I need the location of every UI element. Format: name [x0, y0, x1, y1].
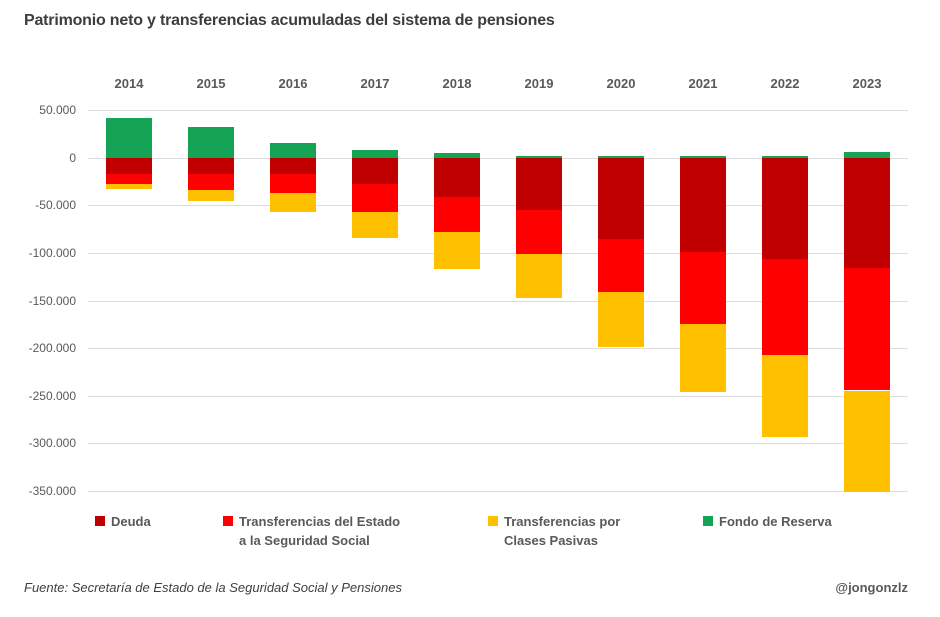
y-tick-label: -200.000	[28, 341, 76, 356]
bar-segment-deuda-2017	[352, 157, 398, 184]
bar-segment-transferencias_estado-2019	[516, 210, 562, 254]
bar-segment-fondo_reserva-2022	[762, 155, 808, 158]
plot-area	[88, 110, 908, 492]
bar-segment-clases_pasivas-2014	[106, 184, 152, 190]
legend-swatch-fondo_reserva	[703, 516, 713, 526]
bar-segment-fondo_reserva-2017	[352, 149, 398, 158]
bar-segment-fondo_reserva-2018	[434, 152, 480, 158]
bar-segment-fondo_reserva-2014	[106, 118, 152, 158]
bar-segment-fondo_reserva-2019	[516, 155, 562, 158]
bar-segment-deuda-2019	[516, 157, 562, 210]
x-tick-label-2016: 2016	[278, 76, 308, 91]
bar-segment-transferencias_estado-2014	[106, 174, 152, 185]
bar-segment-transferencias_estado-2018	[434, 196, 480, 233]
gridline	[88, 300, 908, 302]
bar-segment-fondo_reserva-2016	[270, 143, 316, 158]
bar-segment-transferencias_estado-2017	[352, 183, 398, 212]
bar-segment-clases_pasivas-2018	[434, 232, 480, 270]
legend-label: Fondo de Reserva	[719, 514, 832, 529]
bar-segment-clases_pasivas-2023	[844, 390, 890, 492]
bar-segment-clases_pasivas-2020	[598, 291, 644, 347]
y-tick-label: 0	[69, 150, 76, 165]
bar-segment-clases_pasivas-2016	[270, 193, 316, 213]
author-handle: @jongonzlz	[835, 580, 908, 595]
bar-segment-deuda-2014	[106, 157, 152, 174]
x-tick-label-2022: 2022	[770, 76, 800, 91]
legend: Deuda Transferencias del Estado a la Segur…	[0, 512, 940, 560]
bar-segment-fondo_reserva-2023	[844, 152, 890, 158]
gridline	[88, 443, 908, 445]
x-tick-label-2019: 2019	[524, 76, 554, 91]
gridline	[88, 491, 908, 492]
y-tick-label: -250.000	[28, 388, 76, 403]
bar-segment-fondo_reserva-2020	[598, 155, 644, 158]
x-tick-label-2015: 2015	[196, 76, 226, 91]
x-tick-label-2017: 2017	[360, 76, 390, 91]
bar-segment-deuda-2015	[188, 157, 234, 174]
y-tick-label: -150.000	[28, 293, 76, 308]
bar-segment-fondo_reserva-2015	[188, 126, 234, 158]
y-tick-label: 50.000	[39, 103, 76, 117]
bar-segment-deuda-2018	[434, 157, 480, 197]
chart-title: Patrimonio neto y transferencias acumula…	[24, 12, 555, 29]
bar-segment-deuda-2023	[844, 157, 890, 269]
gridline	[88, 348, 908, 350]
bar-segment-clases_pasivas-2017	[352, 211, 398, 239]
x-tick-label-2018: 2018	[442, 76, 472, 91]
bar-segment-transferencias_estado-2023	[844, 268, 890, 391]
legend-item-clases_pasivas: Transferencias por Clases Pasivas	[488, 512, 620, 550]
bar-segment-transferencias_estado-2016	[270, 174, 316, 193]
y-tick-label: -350.000	[28, 484, 76, 498]
bar-segment-transferencias_estado-2022	[762, 258, 808, 356]
bar-segment-clases_pasivas-2015	[188, 189, 234, 202]
legend-item-transferencias_estado: Transferencias del Estado a la Seguridad …	[223, 512, 400, 550]
bar-segment-deuda-2020	[598, 157, 644, 239]
legend-label: Deuda	[111, 514, 151, 529]
bar-segment-transferencias_estado-2021	[680, 252, 726, 324]
x-tick-label-2014: 2014	[114, 76, 144, 91]
bar-segment-clases_pasivas-2021	[680, 324, 726, 393]
bar-segment-clases_pasivas-2019	[516, 254, 562, 299]
legend-label: Transferencias por Clases Pasivas	[504, 514, 621, 548]
bar-segment-deuda-2021	[680, 157, 726, 253]
y-axis-tick-labels: 50.000 0 -50.000 -100.000 -150.000 -200.000 -2…	[0, 103, 78, 510]
y-tick-label: -300.000	[28, 436, 76, 451]
gridline	[88, 110, 908, 111]
legend-item-fondo_reserva: Fondo de Reserva	[703, 512, 832, 531]
x-axis-years: 2014 2015 2016 2017 2018 2019 2020 2021 2022 2023	[88, 76, 908, 96]
bar-segment-deuda-2022	[762, 157, 808, 259]
bar-segment-fondo_reserva-2021	[680, 155, 726, 158]
y-tick-label: -100.000	[28, 245, 76, 260]
y-tick-label: -50.000	[35, 198, 76, 213]
legend-swatch-transferencias_estado	[223, 516, 233, 526]
bar-segment-transferencias_estado-2020	[598, 239, 644, 292]
x-tick-label-2021: 2021	[688, 76, 718, 91]
gridline	[88, 157, 908, 159]
gridline	[88, 252, 908, 254]
bar-segment-transferencias_estado-2015	[188, 174, 234, 190]
source-note: Fuente: Secretaría de Estado de la Segur…	[24, 580, 402, 595]
legend-item-deuda: Deuda	[95, 512, 151, 531]
legend-swatch-deuda	[95, 516, 105, 526]
bar-segment-clases_pasivas-2022	[762, 355, 808, 438]
x-tick-label-2023: 2023	[852, 76, 882, 91]
gridline	[88, 395, 908, 397]
legend-label: Transferencias del Estado a la Seguridad …	[239, 514, 401, 548]
gridline	[88, 205, 908, 207]
bar-segment-deuda-2016	[270, 157, 316, 174]
legend-swatch-clases_pasivas	[488, 516, 498, 526]
x-tick-label-2020: 2020	[606, 76, 636, 91]
